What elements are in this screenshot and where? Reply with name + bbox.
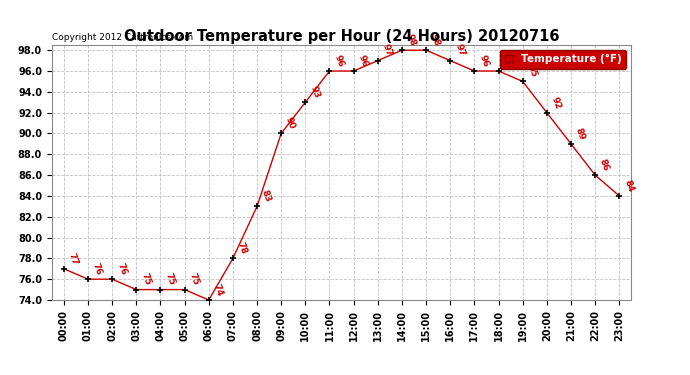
Text: 75: 75 xyxy=(188,272,200,287)
Text: Copyright 2012 Cartronics.com: Copyright 2012 Cartronics.com xyxy=(52,33,193,42)
Text: 98: 98 xyxy=(405,33,417,48)
Text: 90: 90 xyxy=(284,116,297,131)
Text: 98: 98 xyxy=(429,33,442,48)
Text: 97: 97 xyxy=(453,43,466,58)
Title: Outdoor Temperature per Hour (24 Hours) 20120716: Outdoor Temperature per Hour (24 Hours) … xyxy=(124,29,560,44)
Text: 93: 93 xyxy=(308,85,321,100)
Text: 75: 75 xyxy=(139,272,152,287)
Text: 86: 86 xyxy=(598,158,611,172)
Text: 89: 89 xyxy=(574,126,586,141)
Text: 78: 78 xyxy=(236,241,248,256)
Text: 96: 96 xyxy=(502,54,514,68)
Text: 83: 83 xyxy=(260,189,273,204)
Text: 76: 76 xyxy=(91,262,103,277)
Text: 96: 96 xyxy=(477,54,490,68)
Text: 84: 84 xyxy=(622,178,635,194)
Text: 96: 96 xyxy=(333,54,345,68)
Text: 77: 77 xyxy=(67,251,79,266)
Text: 96: 96 xyxy=(357,54,369,68)
Text: 76: 76 xyxy=(115,262,128,277)
Text: 92: 92 xyxy=(550,95,562,110)
Text: 74: 74 xyxy=(212,282,224,297)
Legend: Temperature (°F): Temperature (°F) xyxy=(500,50,626,69)
Text: 95: 95 xyxy=(526,64,538,79)
Text: 97: 97 xyxy=(381,43,393,58)
Text: 75: 75 xyxy=(164,272,176,287)
